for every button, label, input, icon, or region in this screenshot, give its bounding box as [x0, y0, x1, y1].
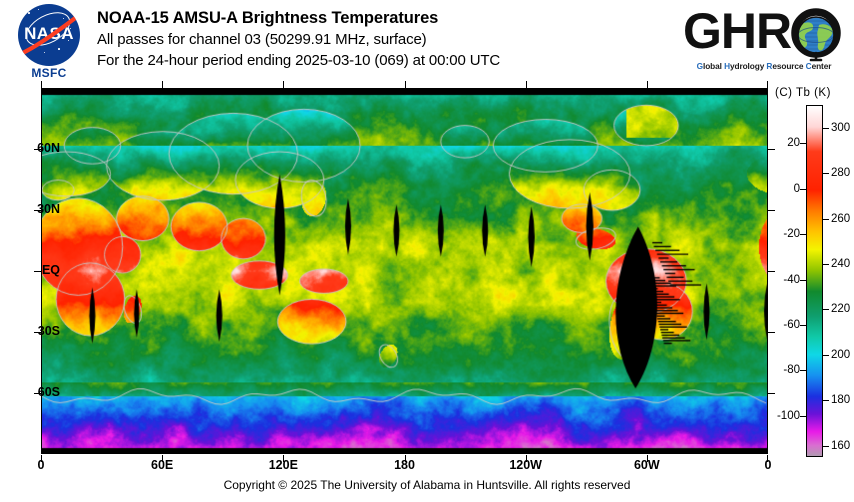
colorbar-tick-kelvin — [823, 354, 829, 356]
map-latitude-label: 30N — [37, 202, 60, 216]
map-latitude-tick — [34, 271, 41, 272]
map-latitude-tick — [34, 149, 41, 150]
colorbar-label-celsius: -40 — [783, 273, 800, 286]
colorbar-label-kelvin: 160 — [831, 439, 851, 452]
nasa-red-swoosh — [18, 9, 80, 58]
colorbar-tick-celsius — [800, 188, 806, 190]
map-longitude-tick-top — [767, 81, 768, 88]
colorbar-label-celsius: 20 — [787, 137, 800, 150]
map-latitude-tick-right — [768, 271, 775, 272]
ghrc-subtitle: Global Hydrology Resource Center — [696, 61, 832, 71]
colorbar-label-kelvin: 240 — [831, 257, 851, 270]
ghrc-logo: GHR — [683, 6, 845, 78]
colorbar-label-celsius: -20 — [783, 228, 800, 241]
colorbar-tick-kelvin — [823, 445, 829, 447]
ghrc-wordmark: GHR — [683, 6, 841, 58]
colorbar-tick-kelvin — [823, 263, 829, 265]
copyright-notice: Copyright © 2025 The University of Alaba… — [223, 478, 631, 492]
map-longitude-tick-top — [646, 81, 648, 88]
nasa-logo: NASA MSFC — [10, 4, 88, 80]
map-latitude-tick-right — [768, 332, 775, 333]
map-longitude-label: 0 — [37, 458, 45, 472]
colorbar-label-kelvin: 200 — [831, 348, 851, 361]
page-title: NOAA-15 AMSU-A Brightness Temperatures — [97, 9, 439, 27]
colorbar[interactable] — [806, 105, 823, 457]
page-subtitle-period: For the 24-hour period ending 2025-03-10… — [97, 52, 501, 69]
colorbar-label-kelvin: 280 — [831, 167, 851, 180]
colorbar-tick-kelvin — [823, 400, 829, 402]
map-latitude-tick — [34, 393, 41, 394]
page-subtitle-channel: All passes for channel 03 (50299.91 MHz,… — [97, 31, 427, 48]
colorbar-label-kelvin: 260 — [831, 212, 851, 225]
colorbar-tick-kelvin — [823, 173, 829, 175]
map-latitude-tick-right — [768, 210, 775, 211]
map-raster — [42, 89, 767, 453]
map-latitude-label: 30S — [37, 324, 60, 338]
map-latitude-label: EQ — [41, 263, 60, 277]
map-latitude-tick — [34, 210, 41, 211]
map-longitude-tick-top — [404, 81, 406, 88]
colorbar-tick-celsius — [800, 143, 806, 145]
map-longitude-label: 180 — [394, 458, 415, 472]
colorbar-label-celsius: 0 — [793, 182, 800, 195]
colorbar-tick-celsius — [800, 279, 806, 281]
global-temperature-map[interactable] — [41, 88, 768, 454]
colorbar-tick-celsius — [800, 234, 806, 236]
map-latitude-tick-right — [768, 393, 775, 394]
map-longitude-tick-top — [283, 81, 285, 88]
map-longitude-label: 60W — [633, 458, 660, 472]
map-longitude-tick-bottom — [525, 455, 527, 462]
colorbar-label-kelvin: 220 — [831, 303, 851, 316]
map-longitude-tick-bottom — [404, 455, 406, 462]
map-longitude-tick-top — [41, 81, 42, 88]
colorbar-header: (C) Tb (K) — [775, 87, 831, 99]
colorbar-tick-celsius — [800, 415, 806, 417]
map-longitude-tick-bottom — [767, 455, 768, 462]
colorbar-gradient — [807, 106, 822, 456]
map-longitude-label: 120E — [268, 458, 298, 472]
map-longitude-tick-top — [162, 81, 164, 88]
colorbar-label-kelvin: 300 — [831, 121, 851, 134]
colorbar-label-celsius: -100 — [776, 409, 800, 422]
map-longitude-tick-bottom — [41, 455, 42, 462]
colorbar-tick-celsius — [800, 370, 806, 372]
page-header: NASA MSFC NOAA-15 AMSU-A Brightness Temp… — [0, 0, 854, 84]
nasa-center-label: MSFC — [31, 66, 67, 80]
map-longitude-tick-bottom — [283, 455, 285, 462]
colorbar-tick-kelvin — [823, 218, 829, 220]
colorbar-tick-kelvin — [823, 127, 829, 129]
map-latitude-tick — [34, 332, 41, 333]
svg-text:GHR: GHR — [683, 6, 792, 58]
map-longitude-tick-top — [525, 81, 527, 88]
colorbar-tick-celsius — [800, 324, 806, 326]
nasa-insignia-ball: NASA — [18, 4, 80, 66]
map-latitude-label: 60S — [37, 385, 60, 399]
map-latitude-label: 60N — [37, 141, 60, 155]
map-latitude-tick-right — [768, 149, 775, 150]
colorbar-label-celsius: -80 — [783, 364, 800, 377]
map-longitude-label: 60E — [151, 458, 174, 472]
map-longitude-tick-bottom — [162, 455, 164, 462]
colorbar-label-kelvin: 180 — [831, 394, 851, 407]
map-longitude-label: 120W — [509, 458, 542, 472]
colorbar-label-celsius: -60 — [783, 318, 800, 331]
colorbar-tick-kelvin — [823, 309, 829, 311]
map-longitude-label: 0 — [764, 458, 772, 472]
map-longitude-tick-bottom — [646, 455, 648, 462]
title-block: NOAA-15 AMSU-A Brightness Temperatures A… — [97, 8, 500, 71]
ghrc-globe-icon — [797, 16, 835, 62]
